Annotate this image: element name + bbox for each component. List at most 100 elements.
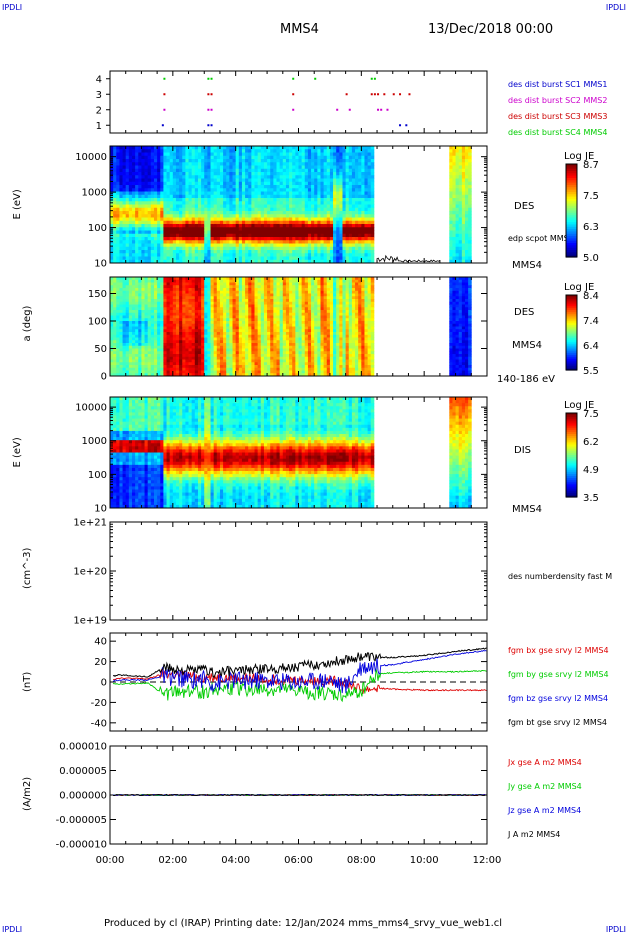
des-energy-cell [219,149,224,153]
des-pitch-cell [185,367,189,371]
des-energy-cell [320,237,325,241]
des-energy-colorbar-cell [566,240,577,244]
des-pitch-cell [166,290,171,294]
des-energy-cell [175,214,180,218]
des-energy-cell [128,259,133,264]
des-pitch-cell [125,365,130,369]
des-energy-cell [232,168,237,173]
des-energy-cell [157,230,161,235]
burst-mark [163,108,166,111]
des-energy-cell [166,191,171,196]
des-pitch-cell [201,282,205,286]
des-pitch-cell [128,301,133,305]
des-pitch-cell [144,277,149,281]
des-energy-cell [207,198,211,202]
des-energy-cell [301,227,306,231]
des-energy-cell [270,165,274,170]
des-energy-cell [301,165,306,170]
des-energy-cell [172,185,177,189]
des-energy-cell [317,207,321,212]
des-pitch-cell [131,288,136,292]
des-energy-cell [289,240,293,244]
des-energy-cell [298,162,303,166]
des-energy-cell [279,259,284,264]
des-energy-cell [204,165,208,170]
des-energy-cell [320,217,325,222]
des-energy-cell [241,198,246,202]
des-energy-cell [138,217,142,222]
des-energy-cell [157,227,161,231]
des-pitch-cell [213,345,218,349]
des-pitch-cell [182,365,186,369]
des-energy-cell [295,172,299,176]
des-pitch-cell [125,356,130,360]
des-pitch-cell [194,296,199,300]
des-energy-cell [238,146,243,150]
des-pitch-cell [182,334,186,338]
des-energy-cell [182,188,186,192]
des-energy-cell [279,217,284,222]
des-energy-cell [179,185,183,189]
des-energy-cell [323,243,328,248]
des-energy-cell [355,181,359,186]
des-energy-cell [157,246,161,251]
des-pitch-cell [179,359,183,363]
des-energy-cell [298,214,303,218]
des-energy-cell [452,168,456,173]
des-energy-cell [110,185,114,189]
des-energy-cell [251,198,255,202]
des-energy-cell [260,230,265,235]
des-pitch-cell [210,318,215,322]
des-energy-cell [370,149,375,153]
des-energy-cell [254,230,259,235]
des-energy-cell [370,207,375,212]
des-energy-cell [320,204,325,209]
des-energy-cell [292,175,296,179]
des-pitch-cell [229,288,233,292]
des-pitch-cell [138,345,142,349]
des-pitch-cell [191,323,196,327]
des-energy-cell [342,207,347,212]
des-pitch-cell [122,365,127,369]
des-energy-cell [455,188,460,192]
des-energy-cell [210,211,215,215]
des-pitch-cell [160,321,164,325]
des-energy-cell [455,181,460,186]
des-energy-cell [323,194,328,199]
des-energy-cell [185,256,189,261]
des-energy-cell [311,246,315,251]
des-pitch-cell [128,282,133,286]
des-energy-cell [245,155,249,160]
des-pitch-cell [172,365,177,369]
des-energy-cell [279,246,284,251]
des-energy-colorbar-tick: 8.7 [583,160,599,171]
des-energy-cell [336,149,340,153]
des-pitch-cell [172,329,177,333]
des-pitch-cell [213,332,218,336]
des-energy-cell [232,214,237,218]
des-energy-cell [285,217,290,222]
des-pitch-cell [131,318,136,322]
burst-mark [210,124,213,127]
des-pitch-cell [153,321,158,325]
des-energy-cell [320,246,325,251]
des-energy-cell [150,224,155,228]
des-energy-cell [110,243,114,248]
des-energy-cell [157,217,161,222]
des-energy-cell [452,175,456,179]
des-pitch-cell [191,285,196,289]
des-energy-cell [348,217,353,222]
des-energy-cell [194,185,199,189]
des-energy-cell [216,185,221,189]
des-pitch-cell [219,373,224,377]
des-pitch-cell [213,277,218,281]
des-pitch-cell [116,277,120,281]
des-energy-cell [229,159,233,163]
des-pitch-cell [229,356,233,360]
des-energy-cell [125,149,130,153]
des-energy-cell [367,188,372,192]
des-energy-cell [248,155,252,160]
des-energy-cell [125,185,130,189]
des-energy-cell [188,168,193,173]
des-energy-cell [311,204,315,209]
